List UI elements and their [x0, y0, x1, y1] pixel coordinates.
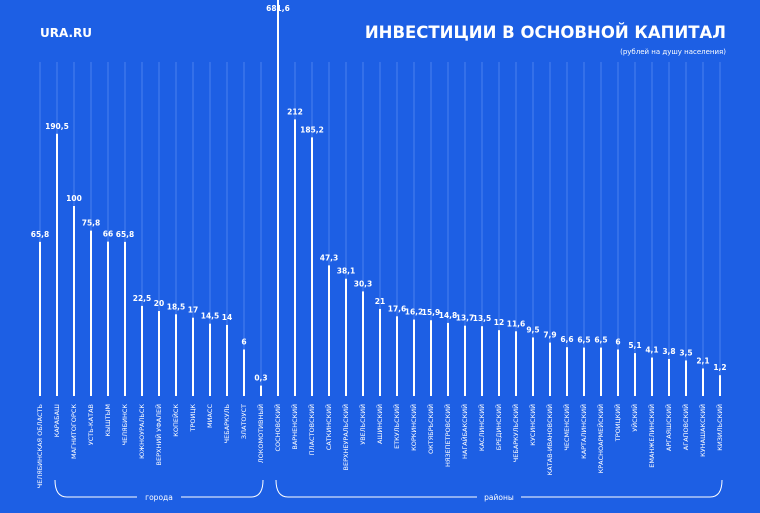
- value-label: 11,6: [507, 319, 526, 328]
- value-label: 17: [188, 306, 198, 315]
- x-tick-label: МИАСС: [206, 404, 214, 428]
- x-tick-label: АРГАЯШСКИЙ: [664, 404, 673, 451]
- value-label: 18,5: [167, 302, 186, 311]
- value-label: 47,3: [320, 253, 339, 262]
- value-label: 66: [103, 230, 113, 239]
- value-label: 14,5: [201, 312, 220, 321]
- value-label: 21: [375, 297, 385, 306]
- value-label: 6: [241, 337, 246, 346]
- x-tick-label: УЙСКИЙ: [630, 404, 639, 432]
- value-label: 14,8: [439, 311, 458, 320]
- value-label: 7,9: [543, 331, 556, 340]
- x-tick-label: ТРОИЦК: [189, 404, 197, 433]
- value-label: 65,8: [116, 230, 135, 239]
- x-tick-label: МАГНИТОГОРСК: [70, 404, 78, 459]
- value-label: 3,5: [679, 348, 692, 357]
- x-tick-label: ЕМАНЖЕЛИНСКИЙ: [647, 404, 656, 468]
- x-tick-label: ОКТЯБРЬСКИЙ: [426, 404, 435, 454]
- x-tick-label: ЕТКУЛЬСКИЙ: [392, 404, 401, 449]
- x-tick-label: ТРОИЦКИЙ: [613, 404, 622, 442]
- x-tick-label: ЧЕСМЕНСКИЙ: [562, 404, 571, 451]
- x-tick-label: УСТЬ-КАТАВ: [87, 404, 95, 445]
- x-tick-label: СОСНОВСКИЙ: [273, 404, 282, 452]
- x-tick-label: КРАСНОАРМЕЙСКИЙ: [596, 404, 605, 473]
- x-tick-label: КОРКИНСКИЙ: [409, 404, 418, 451]
- x-tick-label: ВАРНЕНСКИЙ: [290, 404, 299, 450]
- value-label: 185,2: [300, 125, 324, 134]
- x-tick-label: ЧЕБАРКУЛЬСКИЙ: [511, 404, 520, 462]
- value-label: 15,9: [422, 308, 441, 317]
- x-tick-label: КУНАШАКСКИЙ: [698, 404, 707, 457]
- x-tick-label: КИЗИЛЬСКИЙ: [715, 404, 724, 451]
- value-label: 13,5: [473, 314, 492, 323]
- x-tick-label: ВЕРХНЕУРАЛЬСКИЙ: [341, 404, 350, 471]
- value-label: 6,5: [594, 336, 607, 345]
- x-tick-label: ЮЖНОУРАЛЬСК: [138, 404, 146, 459]
- group-label: города: [145, 493, 173, 502]
- value-label: 16,2: [405, 308, 424, 317]
- value-label: 30,3: [354, 279, 373, 288]
- x-tick-label: КАТАВ-ИВАНОВСКИЙ: [545, 404, 554, 476]
- x-tick-label: УВЕЛЬСКИЙ: [358, 404, 367, 445]
- value-label: 17,6: [388, 304, 407, 313]
- x-tick-label: ПЛАСТОВСКИЙ: [307, 404, 316, 455]
- x-tick-label: КОПЕЙСК: [171, 404, 180, 437]
- value-label: 9,5: [526, 325, 539, 334]
- value-label: 75,8: [82, 219, 101, 228]
- value-label: 22,5: [133, 294, 152, 303]
- x-tick-label: НАГАЙБАКСКИЙ: [460, 404, 469, 459]
- value-label: 0,3: [254, 374, 267, 383]
- x-tick-label: КУСИНСКИЙ: [528, 404, 537, 446]
- value-label: 20: [154, 299, 164, 308]
- x-tick-label: КАРАБАШ: [53, 404, 61, 437]
- logo: URA.RU: [40, 26, 92, 40]
- value-label: 100: [66, 194, 82, 203]
- value-label: 38,1: [337, 267, 356, 276]
- x-tick-label: НЯЗЕПЕТРОВСКИЙ: [443, 404, 452, 467]
- x-tick-label: ЧЕБАРКУЛЬ: [223, 404, 231, 443]
- value-label: 6: [615, 337, 620, 346]
- x-tick-label: ЧЕЛЯБИНСКАЯ ОБЛАСТЬ: [36, 404, 44, 488]
- value-label: 190,5: [45, 122, 69, 131]
- x-tick-label: КАРТАЛИНСКИЙ: [579, 404, 588, 459]
- x-tick-label: ЧЕЛЯБИНСК: [121, 404, 129, 446]
- value-label: 2,1: [696, 356, 709, 365]
- x-tick-label: САТКИНСКИЙ: [324, 404, 333, 450]
- x-tick-label: ЗЛАТОУСТ: [240, 404, 248, 439]
- x-tick-label: БРЕДИНСКИЙ: [494, 404, 503, 450]
- x-tick-label: АШИНСКИЙ: [375, 404, 384, 444]
- value-label: 4,1: [645, 346, 658, 355]
- value-label: 212: [287, 107, 303, 116]
- value-label: 12: [494, 318, 504, 327]
- value-label: 3,8: [662, 347, 675, 356]
- chart-title: ИНВЕСТИЦИИ В ОСНОВНОЙ КАПИТАЛ: [365, 23, 726, 42]
- value-label: 13,7: [456, 314, 475, 323]
- value-label: 65,8: [31, 230, 50, 239]
- chart-subtitle: (рублей на душу населения): [620, 48, 726, 56]
- group-bracket: [275, 479, 723, 498]
- value-label: 5,1: [628, 341, 641, 350]
- value-label: 6,6: [560, 335, 573, 344]
- value-label: 681,6: [266, 4, 290, 13]
- value-label: 1,2: [713, 363, 726, 372]
- x-tick-label: ЛОКОМОТИВНЫЙ: [256, 404, 265, 463]
- x-tick-label: КЫШТЫМ: [104, 404, 112, 437]
- x-tick-label: ВЕРХНИЙ УФАЛЕЙ: [154, 404, 163, 466]
- value-label: 14: [222, 313, 232, 322]
- x-tick-label: КАСЛИНСКИЙ: [477, 404, 486, 451]
- x-tick-label: АГАПОВСКИЙ: [681, 404, 690, 450]
- group-label: районы: [484, 493, 514, 502]
- value-label: 6,5: [577, 336, 590, 345]
- group-bracket: [54, 479, 264, 498]
